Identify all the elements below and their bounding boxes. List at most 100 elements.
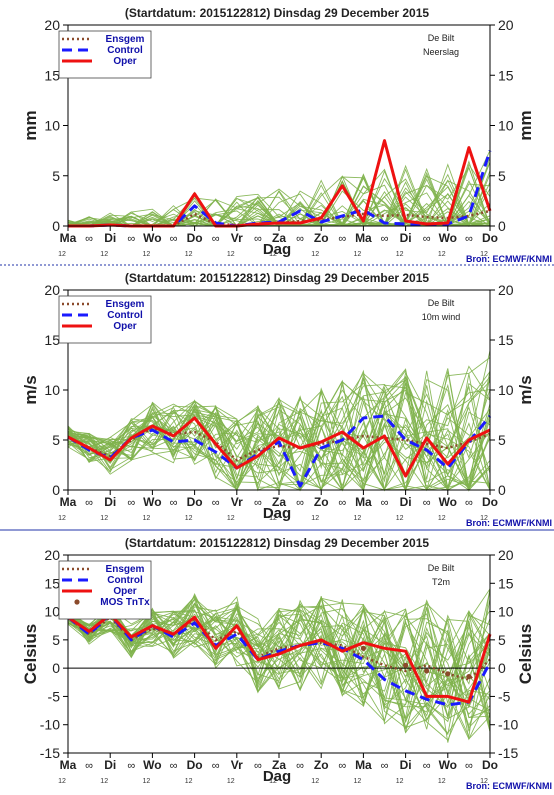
ensemble-member-line	[68, 179, 491, 227]
y-tick-label-left: 0	[52, 660, 60, 676]
x-midday-symbol: ∞	[296, 233, 304, 245]
legend-label: Oper	[113, 586, 136, 597]
y-axis-label-left: m/s	[21, 375, 40, 404]
x-sub-label: 12	[100, 251, 108, 258]
variable-label: Neerslag	[423, 47, 459, 57]
x-tick-label: Wo	[439, 495, 457, 509]
x-tick-label: Wo	[143, 758, 161, 772]
x-midday-symbol: ∞	[254, 233, 262, 245]
y-tick-label-left: 20	[44, 282, 60, 298]
y-tick-label-right: -5	[498, 688, 511, 704]
y-axis-label-right: mm	[516, 110, 535, 140]
y-tick-label-right: 10	[498, 604, 514, 620]
x-sub-label: 12	[185, 515, 193, 522]
x-midday-symbol: ∞	[465, 233, 473, 245]
x-tick-label: Zo	[314, 231, 329, 245]
y-tick-label-left: 10	[44, 604, 60, 620]
x-midday-symbol: ∞	[85, 233, 93, 245]
legend-label: Ensgem	[106, 299, 145, 310]
x-midday-symbol: ∞	[85, 760, 93, 772]
mos-point	[445, 671, 451, 677]
ensemble-members	[67, 350, 491, 492]
ensemble-member-line	[67, 382, 491, 491]
legend-label: Ensgem	[106, 34, 145, 45]
y-tick-label-left: 15	[44, 332, 60, 348]
x-sub-label: 12	[143, 515, 151, 522]
x-midday-symbol: ∞	[127, 233, 135, 245]
x-midday-symbol: ∞	[423, 233, 431, 245]
x-sub-label: 12	[100, 778, 108, 785]
ensemble-member-line	[67, 373, 491, 492]
mos-point	[360, 645, 366, 651]
x-tick-label: Vr	[231, 495, 243, 509]
x-midday-symbol: ∞	[85, 497, 93, 509]
station-label: De Bilt	[428, 563, 455, 573]
y-tick-label-left: 15	[44, 67, 60, 83]
x-tick-label: Wo	[439, 231, 457, 245]
series-line-oper	[67, 416, 491, 478]
x-sub-label: 12	[480, 778, 488, 785]
legend-label: Control	[107, 575, 143, 586]
source-label: Bron: ECMWF/KNMI	[466, 781, 552, 791]
y-axis-label-left: Celsius	[21, 624, 40, 684]
x-sub-label: 12	[311, 251, 319, 258]
x-midday-symbol: ∞	[381, 497, 389, 509]
x-sub-label: 12	[396, 251, 404, 258]
legend-label: Oper	[113, 321, 136, 332]
x-tick-label: Ma	[60, 495, 77, 509]
x-tick-label: Zo	[314, 495, 329, 509]
legend-label: Ensgem	[106, 564, 145, 575]
x-midday-symbol: ∞	[212, 233, 220, 245]
ensemble-member-line	[67, 607, 491, 734]
x-midday-symbol: ∞	[381, 760, 389, 772]
x-tick-label: Za	[272, 495, 286, 509]
y-tick-label-right: 0	[498, 218, 506, 234]
legend-box	[58, 295, 152, 344]
chart-title: (Startdatum: 2015122812) Dinsdag 29 Dece…	[125, 6, 429, 20]
x-sub-label: 12	[58, 251, 66, 258]
x-midday-symbol: ∞	[465, 760, 473, 772]
y-tick-label-right: -10	[498, 717, 518, 733]
x-sub-label: 12	[185, 251, 193, 258]
mos-point	[403, 662, 409, 668]
x-sub-label: 12	[438, 778, 446, 785]
x-sub-label: 12	[58, 515, 66, 522]
x-sub-label: 12	[269, 515, 277, 522]
ensemble-member-line	[67, 369, 491, 491]
chart-title: (Startdatum: 2015122812) Dinsdag 29 Dece…	[125, 271, 429, 285]
x-sub-label: 12	[396, 515, 404, 522]
x-tick-label: Za	[272, 231, 286, 245]
x-tick-label: Vr	[231, 231, 243, 245]
y-tick-label-right: 20	[498, 282, 514, 298]
y-axis-label-right: m/s	[516, 375, 535, 404]
legend-label: Oper	[113, 56, 136, 67]
x-tick-label: Do	[187, 495, 203, 509]
x-midday-symbol: ∞	[465, 497, 473, 509]
ensemble-members	[67, 150, 491, 228]
x-tick-label: Do	[482, 495, 498, 509]
legend-swatch	[74, 599, 80, 605]
x-midday-symbol: ∞	[423, 497, 431, 509]
source-label: Bron: ECMWF/KNMI	[466, 518, 552, 528]
y-tick-label-right: 15	[498, 332, 514, 348]
x-sub-label: 12	[269, 778, 277, 785]
y-tick-label-right: 0	[498, 482, 506, 498]
ensemble-member-line	[67, 596, 491, 704]
y-tick-label-right: 0	[498, 660, 506, 676]
x-sub-label: 12	[438, 251, 446, 258]
y-tick-label-left: 0	[52, 482, 60, 498]
x-sub-label: 12	[396, 778, 404, 785]
y-tick-label-right: 20	[498, 17, 514, 33]
y-tick-label-left: -15	[40, 745, 60, 761]
x-tick-label: Ma	[355, 231, 372, 245]
x-tick-label: Di	[400, 758, 412, 772]
x-sub-label: 12	[58, 778, 66, 785]
mos-point	[424, 668, 430, 674]
x-sub-label: 12	[227, 515, 235, 522]
x-tick-label: Vr	[231, 758, 243, 772]
series-line-ensgem	[67, 615, 491, 681]
x-tick-label: Do	[482, 758, 498, 772]
